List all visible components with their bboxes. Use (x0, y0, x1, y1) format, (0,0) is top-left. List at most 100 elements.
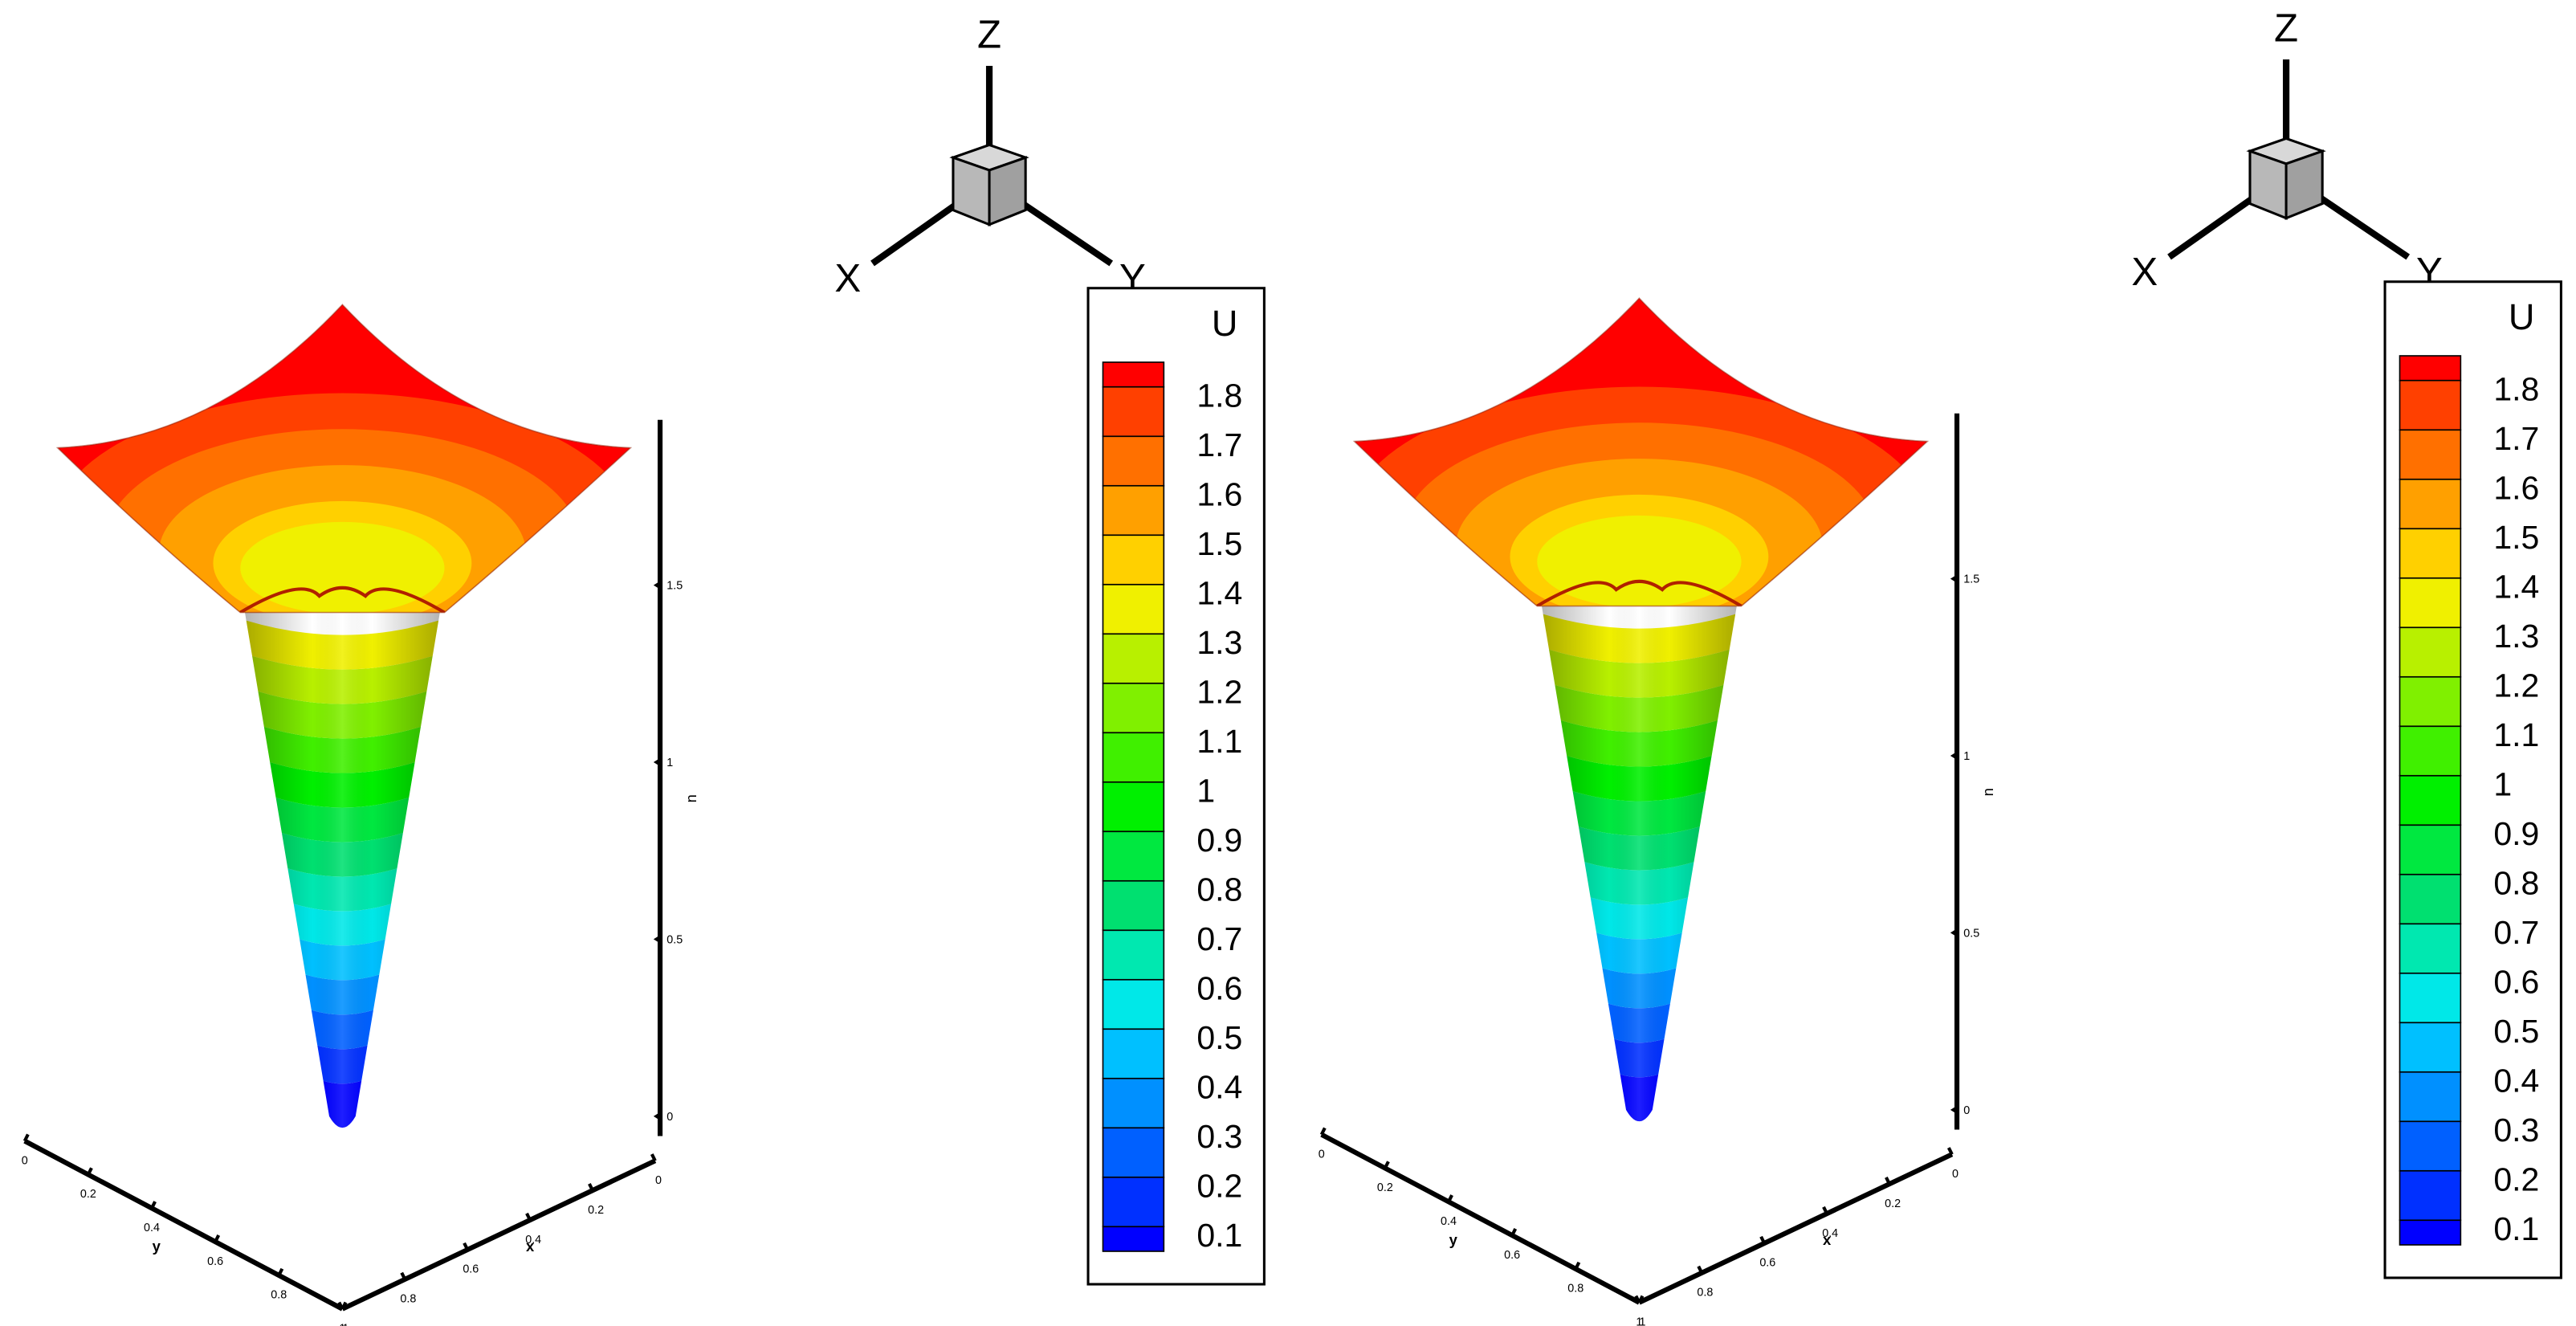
legend-swatch (2399, 1219, 2462, 1246)
y-tick (1447, 1194, 1453, 1203)
legend-swatch (1102, 732, 1165, 783)
legend-label: 0.1 (1196, 1217, 1242, 1254)
legend-swatch (1102, 1028, 1165, 1079)
funnel-shade (1539, 596, 1738, 1122)
y-tick-label: 0.8 (1567, 1283, 1584, 1295)
legend-swatch (2399, 478, 2462, 530)
legend-label: 1 (2493, 765, 2512, 802)
legend-swatch (2399, 1169, 2462, 1222)
x-tick (1822, 1206, 1828, 1214)
legend-label: 1.7 (1196, 426, 1242, 463)
x-tick-label: 0 (655, 1174, 662, 1187)
contour-band (240, 521, 445, 613)
legend-swatch (2399, 873, 2462, 925)
legend-label: 1.7 (2493, 420, 2539, 457)
z-tick (1950, 928, 1958, 937)
y-axis-label: y (1449, 1231, 1458, 1248)
legend-swatch (2399, 824, 2462, 875)
legend-label: 0.9 (2493, 815, 2539, 852)
y-tick (150, 1201, 157, 1210)
z-tick (1950, 574, 1958, 583)
legend-label: 0.2 (2493, 1161, 2539, 1197)
legend-label: 1.3 (2493, 618, 2539, 655)
axis-triad: ZX Y (2131, 6, 2442, 293)
legend-label: 1.6 (1196, 475, 1242, 512)
x-tick (1946, 1147, 1954, 1156)
legend-label: 1.1 (1196, 723, 1242, 760)
z-tick-label: 0 (1963, 1104, 1970, 1117)
legend-swatch-top (1102, 361, 1165, 388)
y-tick-label: 1 (339, 1322, 345, 1326)
legend-swatch (1102, 978, 1165, 1030)
legend-label: 0.7 (2493, 914, 2539, 951)
y-tick (87, 1167, 93, 1176)
bowl-shade (1352, 297, 1930, 607)
legend-swatch (1102, 386, 1165, 438)
x-tick-label: 0.8 (1697, 1287, 1713, 1299)
z-tick (653, 581, 661, 590)
legend-swatch (2399, 1022, 2462, 1073)
legend-swatch (2399, 626, 2462, 678)
legend-swatch (2399, 972, 2462, 1024)
legend-swatch (2399, 774, 2462, 826)
legend-swatch-top (2399, 355, 2462, 381)
z-tick-label: 1 (666, 757, 673, 769)
contour-band (1537, 515, 1742, 606)
triad-label: Z (2274, 6, 2298, 50)
legend: U 0.1 0.2 0.3 0.4 0.5 0.6 0.7 0.8 0.9 1 1.1 1.2 1.3 1.… (2383, 280, 2562, 1279)
legend-swatch (2399, 379, 2462, 431)
z-tick-label: 0.5 (1963, 928, 1979, 940)
z-tick (653, 1112, 661, 1120)
legend-label: 0.4 (2493, 1062, 2539, 1099)
legend-label: 0.4 (1196, 1068, 1242, 1105)
z-tick-label: 0 (666, 1111, 673, 1124)
y-axis (1320, 1132, 1641, 1305)
legend-label: 1.5 (2493, 519, 2539, 556)
legend-label: 1.1 (2493, 716, 2539, 753)
legend-swatch (1102, 583, 1165, 635)
z-tick-label: 1 (1963, 750, 1970, 763)
cube-left (952, 156, 991, 226)
x-tick-label: 0.4 (1822, 1227, 1838, 1240)
cube-right (988, 156, 1027, 226)
legend-swatch (1102, 1226, 1165, 1252)
x-tick-label: 0 (1952, 1168, 1958, 1181)
y-tick-label: 0.2 (80, 1188, 96, 1201)
legend-swatch (2399, 577, 2462, 629)
y-tick-label: 0 (22, 1154, 28, 1167)
legend-label: 0.1 (2493, 1210, 2539, 1247)
x-tick (1697, 1265, 1704, 1274)
legend-swatch (2399, 1071, 2462, 1123)
legend-title: U (2509, 296, 2535, 337)
legend-swatch (2399, 675, 2462, 728)
legend-swatch (2399, 528, 2462, 579)
y-axis-label: y (153, 1238, 161, 1255)
legend-swatch (1102, 633, 1165, 684)
plot: 0 0.5 1 1.5 u 0 0.2 0.4 0.6 0.8 1 y 0 0.2 0.4 0.6 0.8 1 x Z… (22, 12, 1266, 1326)
cube-right (2285, 149, 2324, 220)
legend-label: 1.8 (1196, 377, 1242, 414)
y-axis (23, 1138, 344, 1312)
x-axis (341, 1158, 657, 1312)
legend-label: 1.4 (2493, 568, 2539, 605)
legend-swatch (1102, 830, 1165, 882)
z-tick (1950, 751, 1958, 761)
legend-swatch (2399, 1120, 2462, 1172)
legend-label: 0.2 (1196, 1167, 1242, 1204)
legend-swatch (1102, 1127, 1165, 1178)
z-tick-label: 1.5 (1963, 573, 1979, 586)
x-axis-label: x (1823, 1231, 1832, 1248)
triad-label: X (834, 256, 861, 300)
axis-triad: ZX Y (834, 12, 1145, 300)
bowl (57, 304, 631, 613)
z-tick-label: 0.5 (666, 934, 683, 947)
legend-title: U (1212, 303, 1238, 344)
legend-label: 1 (1196, 772, 1215, 809)
funnel (1539, 596, 1738, 1122)
legend-swatch (1102, 435, 1165, 487)
legend-label: 0.6 (2493, 963, 2539, 1000)
y-tick-label: 0.2 (1377, 1181, 1393, 1194)
x-tick-label: 0.6 (1759, 1257, 1775, 1270)
x-tick (525, 1212, 532, 1221)
